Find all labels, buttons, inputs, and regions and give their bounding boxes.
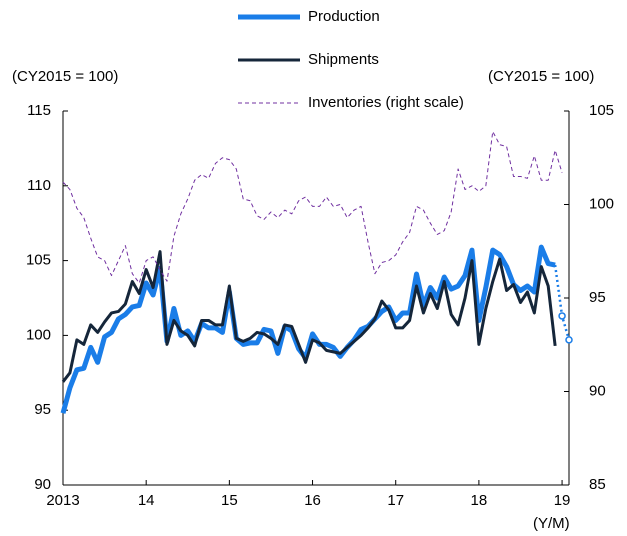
x-tick-label: 15 bbox=[221, 492, 238, 509]
y2-axis-title: (CY2015 = 100) bbox=[488, 68, 594, 85]
y-tick-label: 90 bbox=[34, 476, 51, 493]
y2-tick-label: 85 bbox=[589, 476, 606, 493]
y2-tick-label: 105 bbox=[589, 102, 614, 119]
y2-tick-label: 90 bbox=[589, 382, 606, 399]
y-tick-label: 115 bbox=[27, 102, 51, 119]
x-tick-label: 18 bbox=[471, 492, 488, 509]
y-axis-title: (CY2015 = 100) bbox=[12, 68, 118, 85]
y-tick-label: 95 bbox=[34, 401, 51, 418]
x-tick-label: 2013 bbox=[46, 492, 79, 509]
y-tick-label: 105 bbox=[26, 252, 51, 269]
y2-tick-label: 100 bbox=[589, 195, 614, 212]
x-tick-label: 14 bbox=[138, 492, 155, 509]
y2-tick-label: 95 bbox=[589, 289, 606, 306]
series-line bbox=[62, 131, 563, 284]
legend-label: Inventories (right scale) bbox=[308, 94, 464, 111]
forecast-point bbox=[565, 336, 573, 344]
legend-label: Shipments bbox=[308, 51, 379, 68]
series-line bbox=[61, 250, 557, 383]
legend-label: Production bbox=[308, 8, 380, 25]
forecast-point bbox=[558, 312, 566, 320]
y-tick-label: 100 bbox=[26, 326, 51, 343]
y-tick-label: 110 bbox=[27, 177, 51, 194]
forecast-line bbox=[553, 264, 571, 341]
x-axis-title: (Y/M) bbox=[533, 515, 570, 532]
x-tick-label: 17 bbox=[387, 492, 404, 509]
x-tick-label: 19 bbox=[554, 492, 571, 509]
x-tick-label: 16 bbox=[304, 492, 321, 509]
